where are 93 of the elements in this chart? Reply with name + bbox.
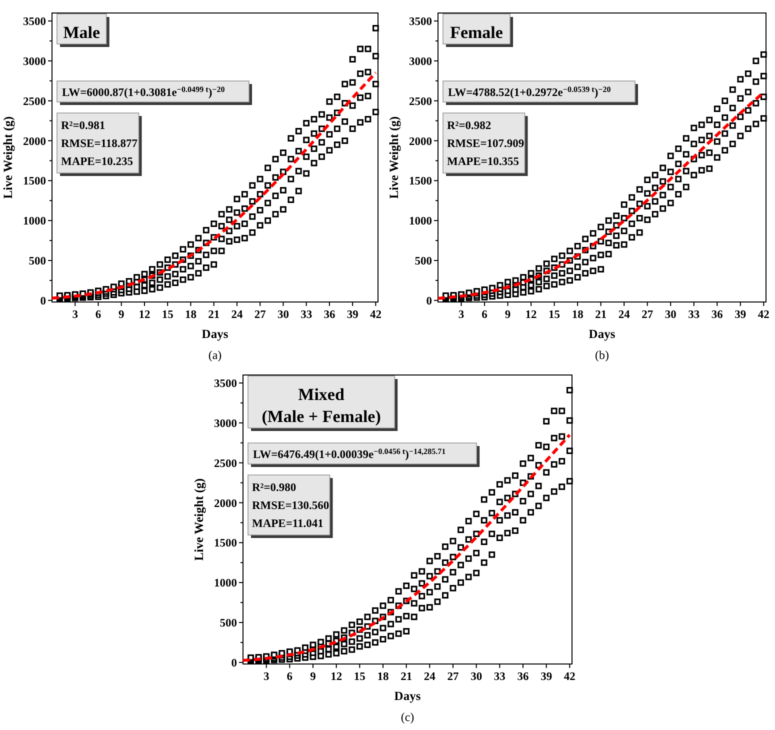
x-tick-label: 12: [525, 309, 538, 321]
x-tick-label: 24: [618, 309, 630, 321]
annotation: MAPE=10.235: [61, 156, 134, 168]
annotation: LW=6000.87(1+0.3081e$^{−0.0499 t}$)$^{−20}$: [62, 84, 225, 99]
y-tick-label: 1000: [214, 578, 238, 590]
annotation: RMSE=118.877: [61, 138, 138, 150]
x-axis-title: Days: [202, 327, 228, 341]
y-tick-label: 0: [426, 295, 432, 308]
y-tick-label: 500: [414, 256, 432, 268]
x-tick-label: 15: [354, 671, 366, 683]
x-tick-label: 15: [548, 309, 560, 321]
line-series: [242, 433, 572, 662]
y-tick-label: 2000: [409, 136, 432, 148]
x-tick-label: 24: [424, 671, 436, 683]
x-axis-title: Days: [588, 327, 616, 341]
text: Mixed: [298, 385, 345, 404]
y-tick-label: 2500: [214, 458, 238, 470]
x-tick-label: 27: [254, 309, 266, 321]
y-tick-label: 2500: [409, 96, 432, 108]
y-tick-label: 0: [231, 657, 238, 670]
text: Female: [450, 23, 504, 42]
x-tick-label: 21: [208, 309, 220, 321]
x-tick-label: 36: [711, 309, 724, 321]
x-tick-label: 18: [572, 309, 584, 321]
annotation: R²=0.981: [61, 120, 106, 132]
line-series: [50, 71, 378, 300]
annotation: RMSE=107.909: [447, 138, 524, 150]
annotation: R²=0.980: [252, 482, 296, 494]
x-tick-label: 42: [564, 671, 576, 683]
y-tick-label: 2000: [214, 498, 238, 510]
x-tick-label: 30: [664, 309, 677, 321]
y-tick-label: 2500: [23, 96, 46, 108]
x-tick-label: 9: [504, 309, 511, 321]
y-tick-label: 3000: [214, 418, 238, 430]
y-tick-label: 3000: [409, 56, 432, 68]
annotation: RMSE=130.560: [252, 500, 330, 512]
text: (c): [400, 710, 414, 724]
annotation: LW=4788.52(1+0.2972e$^{−0.0539 t}$)$^{−20}$: [448, 84, 611, 99]
x-tick-label: 9: [118, 309, 124, 321]
text: Male: [63, 23, 101, 42]
x-tick-label: 3: [263, 671, 270, 683]
annotation: MAPE=10.355: [447, 156, 520, 168]
annotation: MAPE=11.041: [252, 518, 324, 530]
text: (b): [595, 348, 609, 362]
y-tick-label: 1500: [409, 176, 432, 188]
x-tick-label: 6: [482, 309, 488, 321]
x-tick-label: 39: [540, 671, 552, 683]
y-tick-label: 3500: [409, 16, 432, 28]
annotation: R²=0.982: [447, 120, 492, 132]
x-tick-label: 42: [370, 309, 382, 321]
y-tick-label: 1500: [23, 176, 46, 188]
y-tick-label: 500: [220, 618, 238, 630]
x-axis-title: Days: [394, 689, 421, 703]
x-tick-label: 21: [400, 671, 412, 683]
y-tick-label: 3500: [23, 16, 46, 28]
y-axis-title: Live Weight (g): [387, 116, 401, 199]
x-tick-label: 39: [734, 309, 746, 321]
x-tick-label: 18: [184, 309, 197, 321]
text: (Male + Female): [262, 407, 381, 426]
x-tick-label: 3: [72, 309, 78, 321]
y-tick-label: 0: [40, 295, 46, 308]
x-tick-label: 15: [162, 309, 174, 321]
x-tick-label: 6: [95, 309, 102, 321]
x-tick-label: 21: [595, 309, 607, 321]
y-tick-label: 500: [28, 256, 46, 268]
x-tick-label: 39: [346, 309, 359, 321]
x-tick-label: 30: [277, 309, 290, 321]
x-tick-label: 27: [642, 309, 654, 321]
x-tick-label: 9: [310, 671, 316, 683]
y-axis-title: Live Weight (g): [192, 478, 206, 561]
x-tick-label: 3: [458, 309, 464, 321]
text: (a): [208, 348, 222, 362]
x-tick-label: 33: [688, 309, 700, 321]
y-tick-label: 2000: [23, 136, 46, 148]
x-tick-label: 33: [494, 671, 506, 683]
y-tick-label: 1500: [214, 538, 238, 550]
x-tick-label: 12: [138, 309, 150, 321]
y-tick-label: 3500: [214, 378, 238, 390]
x-tick-label: 42: [758, 309, 770, 321]
x-tick-label: 30: [470, 671, 482, 683]
x-tick-label: 12: [330, 671, 342, 683]
x-tick-label: 36: [324, 309, 336, 321]
x-tick-label: 33: [300, 309, 312, 321]
x-tick-label: 18: [377, 671, 389, 683]
x-tick-label: 27: [447, 671, 459, 683]
x-tick-label: 36: [517, 671, 529, 683]
annotation: LW=6476.49(1+0.00039e$^{−0.0456 t}$)$^{−14,285.71}$: [253, 446, 446, 461]
y-tick-label: 3000: [23, 56, 46, 68]
x-tick-label: 6: [286, 671, 293, 683]
y-tick-label: 1000: [23, 216, 46, 228]
y-tick-label: 1000: [409, 216, 432, 228]
y-axis-title: Live Weight (g): [1, 116, 15, 199]
x-tick-label: 24: [231, 309, 243, 321]
